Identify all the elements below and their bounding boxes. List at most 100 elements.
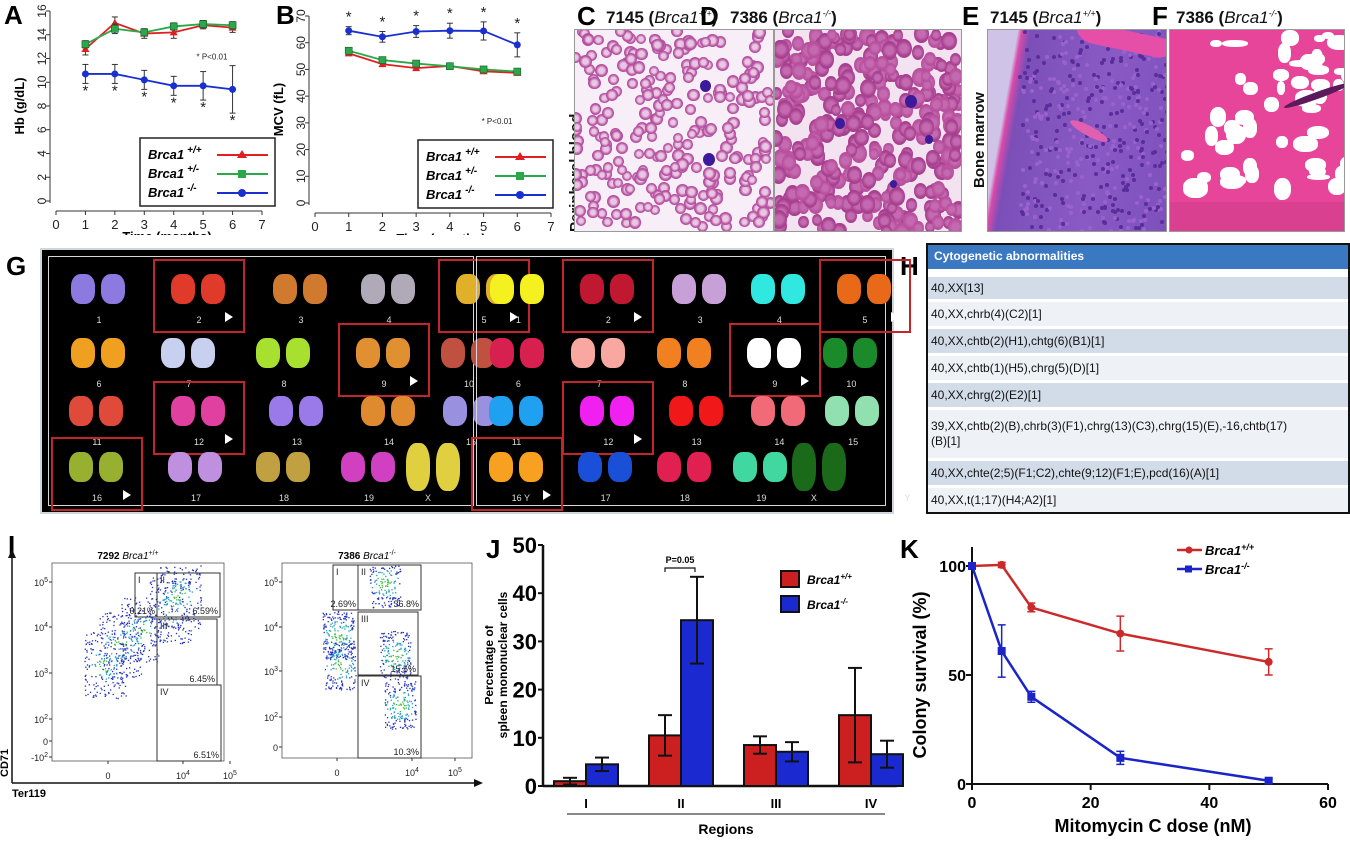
chromosome-number: 6 [96,379,102,389]
red-blood-cell [900,169,912,183]
marrow-cell [1060,103,1065,108]
event-dot [340,662,342,664]
event-dot [173,596,175,598]
event-dot [200,604,202,606]
event-dot [85,674,87,677]
event-dot [345,625,347,628]
marrow-cell [1088,144,1093,149]
event-dot [341,643,343,645]
event-dot [334,642,337,644]
marrow-cell [1160,220,1165,225]
event-dot [404,683,406,685]
event-dot [153,641,156,643]
marrow-cell [1068,210,1073,215]
event-dot [179,592,181,594]
marrow-cell [1061,42,1066,46]
event-dot [130,638,133,641]
chromosome [99,396,123,426]
red-blood-cell [691,162,703,174]
marrow-cell [1165,149,1166,154]
event-dot [122,632,124,635]
event-dot [150,613,152,616]
event-dot [383,635,385,638]
event-dot [189,583,191,585]
event-dot [140,658,142,660]
event-dot [138,627,140,630]
red-blood-cell [818,50,835,69]
event-dot [112,681,114,684]
event-dot [390,581,393,583]
event-dot [139,618,142,620]
event-dot [415,681,417,683]
marrow-cell [1099,89,1104,94]
legend-box [417,139,554,209]
event-dot [381,571,383,574]
event-dot [399,676,401,678]
event-dot [158,608,160,610]
marrow-cell [1025,211,1030,216]
event-dot [167,592,169,594]
event-dot [172,619,175,621]
event-dot [390,634,392,636]
event-dot [389,606,392,608]
event-dot [108,641,110,644]
panel-label-j: J [486,534,501,564]
event-dot [177,595,179,597]
event-dot [350,657,353,660]
event-dot [113,668,115,670]
event-dot [344,628,346,630]
event-dot [129,608,131,610]
event-dot [396,571,398,573]
event-dot [394,717,396,719]
red-blood-cell [797,200,810,215]
marrow-cell [1058,107,1063,112]
event-dot [138,659,140,662]
event-dot [350,651,352,654]
marrow-cell [1158,199,1163,204]
marrow-cell [1152,164,1157,169]
event-dot [141,631,143,633]
event-dot [327,616,329,619]
event-dot [343,642,346,644]
event-dot [112,638,115,641]
red-blood-cell [639,107,653,121]
event-dot [397,598,400,600]
event-dot [141,645,143,648]
chromosome [656,338,681,368]
marrow-cell [1115,165,1120,170]
event-dot [188,638,190,640]
gate-percentage: 36.8% [393,599,419,609]
event-dot [149,602,151,605]
event-dot [125,695,127,697]
event-dot [383,669,385,671]
event-dot [382,593,384,595]
event-dot [109,658,111,660]
marrow-cell [1141,214,1146,219]
event-dot [182,641,184,644]
event-dot [393,694,396,696]
marrow-cell [1078,117,1083,122]
event-dot [354,646,356,648]
event-dot [167,634,169,636]
event-dot [354,667,356,669]
red-blood-cell [718,211,732,225]
red-blood-cell [953,84,961,97]
event-dot [176,583,179,585]
red-blood-cell [869,41,881,55]
event-dot [159,567,162,569]
red-blood-cell [792,36,805,51]
event-dot [109,655,111,657]
event-dot [352,628,354,630]
abnormal-chromosome-box [818,259,911,333]
marrow-cell [1061,200,1066,205]
event-dot [388,721,390,723]
event-dot [92,632,95,634]
event-dot [154,656,156,658]
event-dot [100,661,102,663]
event-dot [114,633,116,636]
event-dot [99,649,101,652]
event-dot [196,568,198,570]
event-dot [168,625,170,628]
data-point [479,65,488,74]
event-dot [121,615,124,617]
